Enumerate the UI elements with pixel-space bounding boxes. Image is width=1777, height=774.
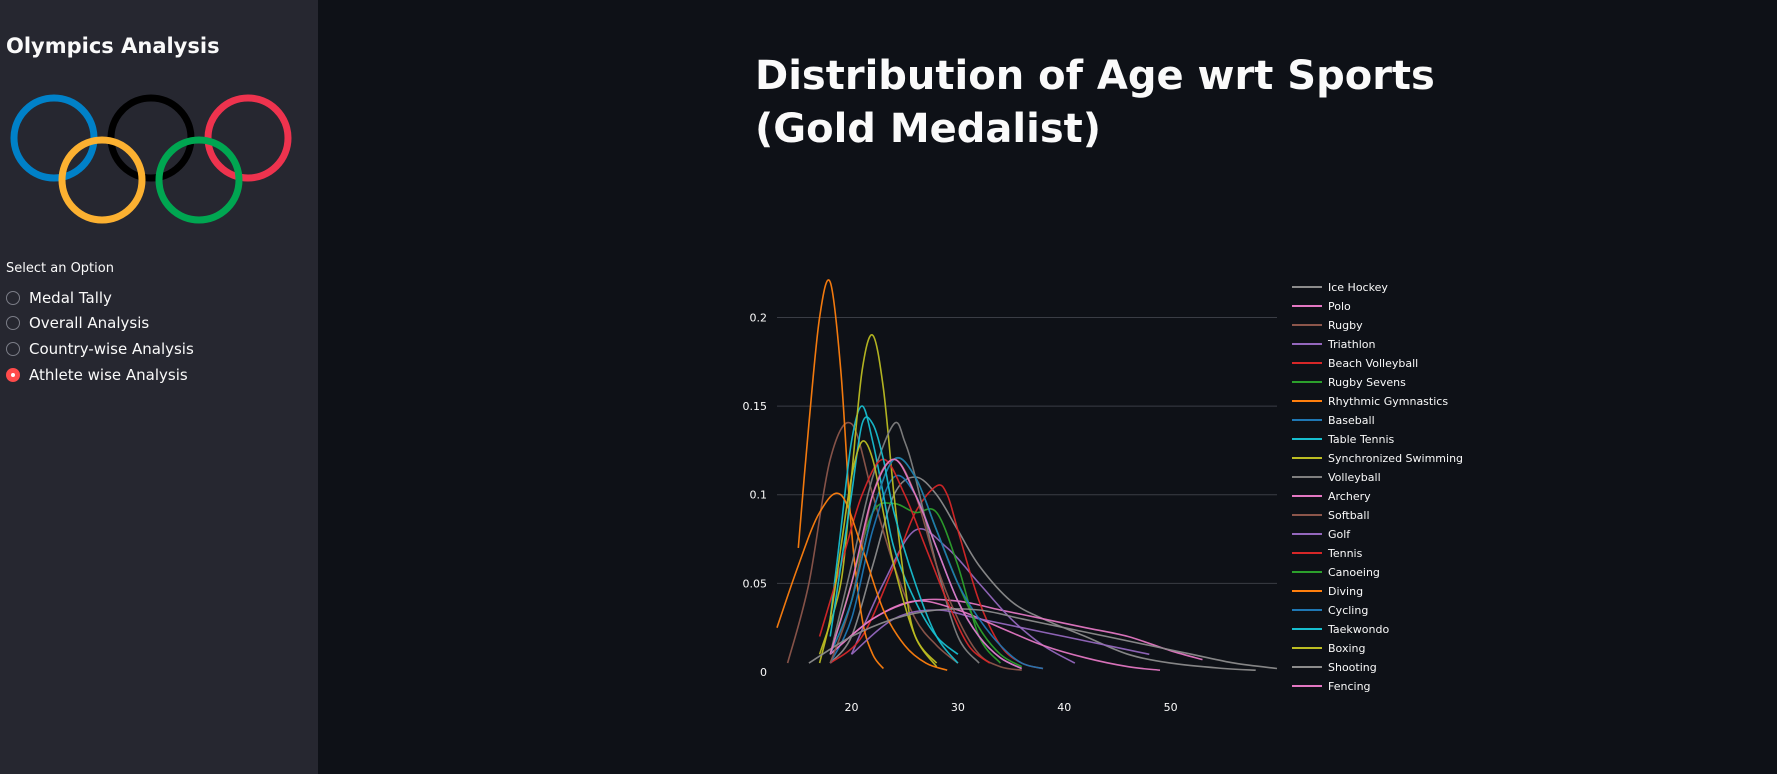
legend-entry: Tennis: [1327, 547, 1363, 560]
legend-entry: Table Tennis: [1327, 433, 1395, 446]
series-line: [829, 457, 1044, 670]
radio-button-selected[interactable]: [6, 368, 20, 382]
legend-entry: Ice Hockey: [1328, 281, 1388, 294]
y-tick-label: 0.1: [750, 489, 768, 502]
series-line: [829, 484, 1044, 670]
legend-entry: Boxing: [1328, 642, 1365, 655]
x-tick-label: 40: [1057, 701, 1071, 714]
radio-button[interactable]: [6, 342, 20, 356]
legend-entry: Taekwondo: [1327, 623, 1389, 636]
age-distribution-chart[interactable]: 0 0.05 0.1 0.15 0.2 20 30 40 50 Ice Hockey Polo Rug…: [740, 270, 1480, 730]
series-line: [850, 528, 1076, 664]
legend-entry: Baseball: [1328, 414, 1375, 427]
legend-entry: Cycling: [1328, 604, 1368, 617]
legend-entry: Rugby Sevens: [1328, 376, 1406, 389]
radio-option-label: Overall Analysis: [29, 314, 150, 332]
y-tick-label: 0: [760, 666, 767, 679]
series-line: [818, 440, 938, 664]
radio-option-label: Medal Tally: [29, 289, 112, 307]
legend-entry: Polo: [1328, 300, 1351, 313]
legend-entry: Golf: [1328, 528, 1351, 541]
legend-entry: Diving: [1328, 585, 1363, 598]
series-line: [808, 608, 1278, 670]
sidebar-title: Olympics Analysis: [6, 34, 220, 58]
radio-button[interactable]: [6, 291, 20, 305]
radio-group-label: Select an Option: [6, 261, 114, 276]
series-line: [829, 600, 1161, 671]
y-tick-label: 0.2: [750, 311, 768, 324]
series-line: [776, 492, 948, 671]
legend-entry: Volleyball: [1328, 471, 1381, 484]
radio-option-country-wise-analysis[interactable]: Country-wise Analysis: [6, 338, 194, 360]
series-line: [818, 458, 991, 664]
legend-entry: Archery: [1328, 490, 1371, 503]
radio-button[interactable]: [6, 316, 20, 330]
y-tick-label: 0.05: [743, 577, 768, 590]
x-tick-label: 20: [844, 701, 858, 714]
legend-entry: Rugby: [1328, 319, 1363, 332]
series-line: [829, 598, 1203, 661]
page-title: Distribution of Age wrt Sports (Gold Med…: [755, 53, 1435, 152]
legend-entry: Fencing: [1328, 680, 1371, 693]
radio-option-medal-tally[interactable]: Medal Tally: [6, 287, 112, 309]
radio-option-label: Country-wise Analysis: [29, 340, 194, 358]
legend-entry: Triathlon: [1327, 338, 1375, 351]
x-tick-label: 30: [951, 701, 965, 714]
x-tick-label: 50: [1164, 701, 1178, 714]
legend-entry: Shooting: [1328, 661, 1377, 674]
sidebar: Olympics Analysis Select an Option Medal…: [0, 0, 318, 774]
series-line: [818, 334, 938, 668]
legend-entry: Softball: [1328, 509, 1370, 522]
radio-option-overall-analysis[interactable]: Overall Analysis: [6, 312, 149, 334]
y-tick-label: 0.15: [743, 400, 768, 413]
legend-entry: Synchronized Swimming: [1328, 452, 1463, 465]
series-line: [829, 476, 1256, 671]
series-line: [829, 405, 959, 655]
series-line: [786, 421, 959, 664]
legend-entry: Beach Volleyball: [1328, 357, 1418, 370]
series-line: [797, 279, 885, 670]
radio-option-label: Athlete wise Analysis: [29, 366, 188, 384]
series-line: [829, 421, 980, 664]
legend-entry: Rhythmic Gymnastics: [1328, 395, 1448, 408]
series-line: [829, 416, 959, 664]
legend-entry: Canoeing: [1328, 566, 1380, 579]
series-line: [829, 458, 1023, 670]
radio-option-athlete-wise-analysis[interactable]: Athlete wise Analysis: [6, 364, 188, 386]
olympic-rings-logo: [10, 94, 292, 224]
